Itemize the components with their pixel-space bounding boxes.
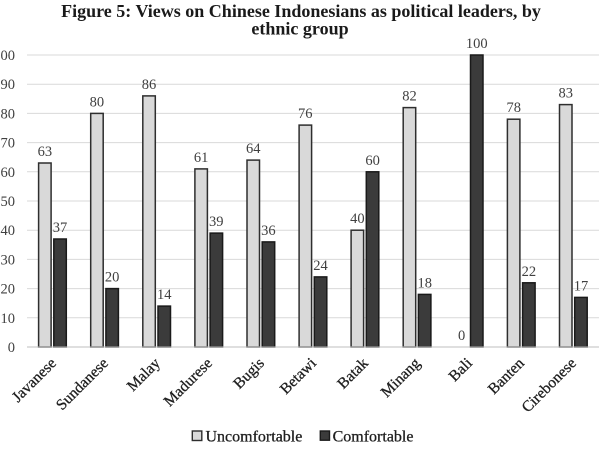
svg-text:60: 60 bbox=[365, 153, 380, 169]
svg-text:Uncomfortable: Uncomfortable bbox=[206, 429, 303, 446]
svg-text:20: 20 bbox=[1, 282, 16, 298]
svg-text:76: 76 bbox=[298, 106, 313, 122]
svg-text:0: 0 bbox=[458, 328, 465, 344]
svg-text:60: 60 bbox=[1, 165, 16, 181]
svg-text:86: 86 bbox=[142, 77, 157, 93]
svg-text:36: 36 bbox=[261, 223, 276, 239]
svg-text:ethnic group: ethnic group bbox=[251, 19, 348, 39]
svg-text:39: 39 bbox=[209, 214, 224, 230]
svg-text:80: 80 bbox=[90, 94, 105, 110]
svg-text:90: 90 bbox=[1, 77, 16, 93]
svg-text:30: 30 bbox=[1, 252, 16, 268]
svg-text:24: 24 bbox=[313, 258, 328, 274]
svg-text:Figure 5: Views on Chinese Ind: Figure 5: Views on Chinese Indonesians a… bbox=[61, 1, 541, 21]
svg-text:14: 14 bbox=[157, 287, 172, 303]
svg-text:63: 63 bbox=[38, 144, 53, 160]
svg-text:10: 10 bbox=[1, 311, 16, 327]
svg-text:40: 40 bbox=[350, 211, 365, 227]
svg-text:82: 82 bbox=[402, 89, 417, 105]
svg-text:100: 100 bbox=[466, 36, 488, 52]
svg-text:18: 18 bbox=[417, 275, 432, 291]
svg-text:78: 78 bbox=[506, 100, 521, 116]
svg-text:80: 80 bbox=[1, 106, 16, 122]
svg-text:Comfortable: Comfortable bbox=[333, 429, 414, 446]
svg-text:22: 22 bbox=[522, 264, 537, 280]
svg-text:40: 40 bbox=[1, 223, 16, 239]
svg-text:20: 20 bbox=[105, 270, 120, 286]
svg-text:0: 0 bbox=[8, 340, 15, 356]
svg-text:17: 17 bbox=[574, 278, 589, 294]
svg-text:100: 100 bbox=[0, 48, 15, 64]
svg-text:50: 50 bbox=[1, 194, 16, 210]
svg-text:83: 83 bbox=[559, 86, 574, 102]
svg-text:70: 70 bbox=[1, 136, 16, 152]
svg-text:37: 37 bbox=[53, 220, 68, 236]
svg-text:64: 64 bbox=[246, 141, 261, 157]
svg-text:61: 61 bbox=[194, 150, 209, 166]
